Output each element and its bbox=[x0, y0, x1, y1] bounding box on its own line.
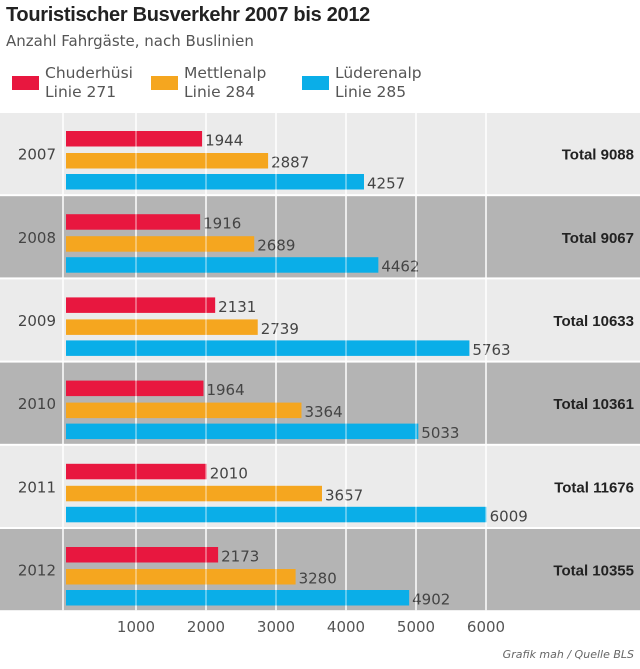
total-label: Total 11676 bbox=[554, 479, 634, 496]
x-tick-label: 1000 bbox=[117, 618, 155, 636]
bar-chuderhsi bbox=[66, 214, 201, 230]
legend-item-luederenalp: Lüderenalp Linie 285 bbox=[302, 64, 422, 102]
bar-mettlenalp bbox=[66, 485, 322, 502]
x-tick-label: 5000 bbox=[397, 618, 435, 636]
total-label: Total 10361 bbox=[553, 396, 634, 413]
bar-lderenalp bbox=[66, 423, 419, 440]
legend-swatch bbox=[12, 76, 39, 90]
total-label: Total 10355 bbox=[553, 563, 634, 580]
x-tick-label: 6000 bbox=[467, 618, 505, 636]
data-label: 2887 bbox=[271, 154, 309, 172]
data-label: 2739 bbox=[261, 320, 299, 338]
legend-swatch bbox=[302, 76, 329, 90]
bar-lderenalp bbox=[66, 257, 379, 273]
y-category-label: 2008 bbox=[18, 229, 56, 247]
data-label: 5763 bbox=[472, 341, 510, 359]
bar-lderenalp bbox=[66, 340, 470, 356]
data-label: 6009 bbox=[490, 507, 528, 525]
data-label: 3657 bbox=[325, 486, 363, 504]
data-label: 3364 bbox=[304, 403, 342, 421]
bar-lderenalp bbox=[66, 590, 410, 606]
bar-mettlenalp bbox=[66, 319, 258, 335]
chart-title: Touristischer Busverkehr 2007 bis 2012 bbox=[6, 4, 370, 26]
chart-subtitle: Anzahl Fahrgäste, nach Buslinien bbox=[6, 32, 254, 50]
bar-mettlenalp bbox=[66, 153, 269, 169]
y-category-label: 2010 bbox=[18, 395, 56, 413]
x-tick-label: 2000 bbox=[187, 618, 225, 636]
x-tick-label: 3000 bbox=[257, 618, 295, 636]
y-category-label: 2007 bbox=[18, 146, 56, 164]
y-category-label: 2012 bbox=[18, 562, 56, 580]
data-label: 4902 bbox=[412, 591, 450, 609]
bar-mettlenalp bbox=[66, 236, 255, 252]
data-label: 3280 bbox=[299, 570, 337, 588]
data-label: 2131 bbox=[218, 298, 256, 316]
data-label: 1916 bbox=[203, 215, 241, 233]
data-label: 1964 bbox=[206, 381, 244, 399]
legend-line: Linie 285 bbox=[335, 83, 407, 101]
data-label: 2173 bbox=[221, 548, 259, 566]
total-label: Total 9067 bbox=[562, 230, 634, 247]
legend-line: Linie 271 bbox=[45, 83, 117, 101]
total-label: Total 10633 bbox=[553, 313, 634, 330]
legend-name: Lüderenalp bbox=[335, 64, 422, 82]
data-label: 2010 bbox=[210, 464, 248, 482]
data-label: 5033 bbox=[421, 424, 459, 442]
legend-swatch bbox=[151, 76, 178, 90]
source-note: Grafik mah / Quelle BLS bbox=[502, 648, 634, 661]
bar-chuderhsi bbox=[66, 547, 219, 563]
y-category-label: 2011 bbox=[18, 478, 56, 496]
bar-mettlenalp bbox=[66, 569, 296, 585]
legend-name: Chuderhüsi bbox=[45, 64, 133, 82]
legend-item-mettlenalp: Mettlenalp Linie 284 bbox=[151, 64, 266, 102]
data-label: 4462 bbox=[381, 258, 419, 276]
total-label: Total 9088 bbox=[562, 147, 634, 164]
bar-chuderhsi bbox=[66, 131, 203, 147]
bar-chuderhsi bbox=[66, 297, 216, 313]
legend-line: Linie 284 bbox=[184, 83, 256, 101]
x-tick-label: 4000 bbox=[327, 618, 365, 636]
data-label: 1944 bbox=[205, 132, 243, 150]
y-category-label: 2009 bbox=[18, 312, 56, 330]
data-label: 4257 bbox=[367, 175, 405, 193]
bar-mettlenalp bbox=[66, 402, 302, 419]
legend-name: Mettlenalp bbox=[184, 64, 267, 82]
bar-lderenalp bbox=[66, 174, 364, 190]
legend-item-chuderhuesi: Chuderhüsi Linie 271 bbox=[12, 64, 133, 102]
bar-chuderhsi bbox=[66, 380, 204, 397]
